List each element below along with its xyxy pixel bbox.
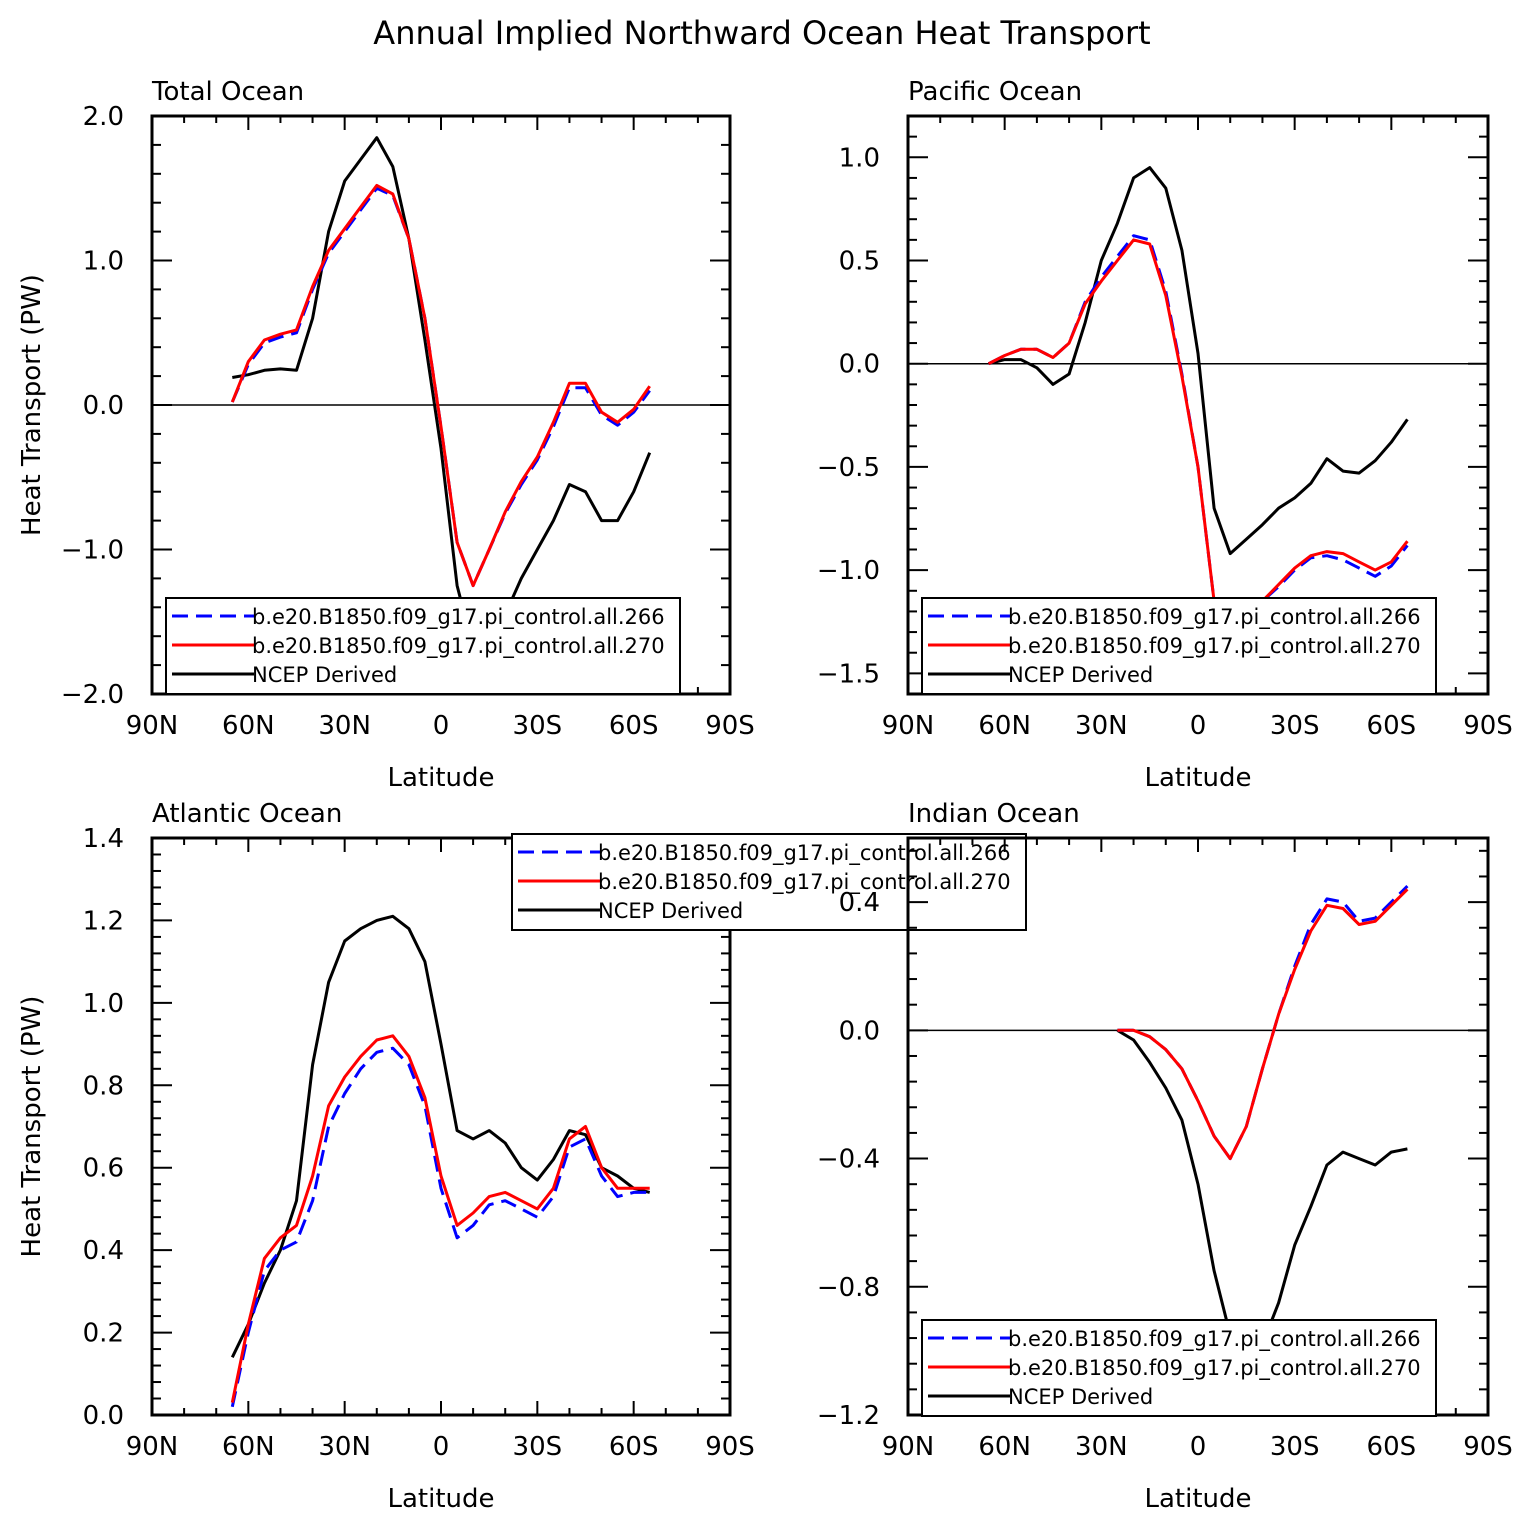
panel-title: Pacific Ocean [908,77,1082,107]
legend-label: NCEP Derived [598,899,743,923]
y-tick-label: 0.0 [83,391,124,421]
x-tick-label: 60N [978,711,1031,741]
y-tick-label: 1.0 [83,247,124,277]
x-tick-label: 0 [1190,1432,1207,1462]
y-tick-label: −1.2 [817,1401,880,1431]
series-line-266 [1117,885,1409,1161]
x-axis-label: Latitude [387,1484,494,1514]
legend-label: NCEP Derived [1008,663,1153,687]
legend: b.e20.B1850.f09_g17.pi_control.all.266 b.… [921,597,1437,695]
x-tick-label: 60S [1367,711,1417,741]
y-tick-label: 0.2 [83,1319,124,1349]
legend-label: b.e20.B1850.f09_g17.pi_control.all.266 [1008,1327,1421,1352]
panel-title: Total Ocean [151,77,304,107]
panel-atlantic-ocean: Atlantic Ocean 90N 60N 30N 0 30S 60S 90S 0.0 0.2 0… [17,799,1027,1514]
panel-indian-ocean: Indian Ocean 90N 60N 30N 0 30S 60S 90S −1.2 −0.8 −… [817,799,1513,1514]
x-tick-label: 60S [609,1432,659,1462]
y-tick-label: −2.0 [61,680,124,710]
x-tick-label: 60S [1367,1432,1417,1462]
series-line-ncep [1116,1029,1408,1369]
y-tick-label: 0.8 [83,1071,124,1101]
x-tick-label: 90S [705,711,755,741]
legend: b.e20.B1850.f09_g17.pi_control.all.266 b.… [165,597,681,695]
x-tick-label: 90S [1463,711,1513,741]
x-tick-label: 30S [1270,711,1320,741]
series-line-266 [230,1046,650,1408]
legend-label: NCEP Derived [1008,1385,1153,1409]
y-tick-label: 0.6 [83,1154,124,1184]
series-line-270 [230,1034,650,1403]
series-line-266 [987,234,1409,640]
y-tick-label: 0.4 [83,1236,124,1266]
legend: b.e20.B1850.f09_g17.pi_control.all.266 b.… [511,833,1027,931]
x-tick-label: 90N [882,711,935,741]
series-line-270 [987,238,1409,640]
legend-label: NCEP Derived [252,663,397,687]
y-tick-label: 1.0 [839,143,880,173]
panel-total-ocean: Total Ocean 90N 60N 30N 0 30S 60S 90S −2.0 −1.0 0.… [17,77,755,793]
panel-pacific-ocean: Pacific Ocean 90N 60N 30N 0 30S 60S 90S −1.5 −1.0… [817,77,1513,793]
legend: b.e20.B1850.f09_g17.pi_control.all.266 b.… [921,1319,1437,1417]
legend-label: b.e20.B1850.f09_g17.pi_control.all.266 [252,605,665,630]
y-tick-label: −0.5 [817,453,880,483]
x-tick-label: 90S [1463,1432,1513,1462]
y-tick-label: 1.4 [83,824,124,854]
y-tick-label: 2.0 [83,102,124,132]
x-tick-label: 30S [513,1432,563,1462]
x-tick-label: 0 [433,1432,450,1462]
x-tick-label: 90N [126,1432,179,1462]
y-axis-label: Heat Transport (PW) [17,274,47,536]
series-line-270 [230,183,651,588]
x-tick-label: 30N [1075,711,1128,741]
y-tick-label: 0.0 [839,350,880,380]
x-tick-label: 30N [1075,1432,1128,1462]
figure-title: Annual Implied Northward Ocean Heat Tran… [373,14,1150,52]
x-axis-label: Latitude [387,763,494,793]
x-tick-label: 60N [978,1432,1031,1462]
y-axis-label: Heat Transport (PW) [17,996,47,1258]
legend-label: b.e20.B1850.f09_g17.pi_control.all.266 [1008,605,1421,630]
x-tick-label: 30S [513,711,563,741]
series-line-ncep [232,136,652,650]
x-tick-label: 60S [609,711,659,741]
y-tick-label: −1.5 [817,659,880,689]
series-line-ncep [988,166,1409,556]
series-line-ncep [230,914,651,1358]
y-tick-label: 1.0 [83,989,124,1019]
x-tick-label: 30S [1270,1432,1320,1462]
x-tick-label: 0 [433,711,450,741]
y-tick-label: 0.5 [839,247,880,277]
series-line-270 [1117,888,1409,1161]
y-tick-label: 0.4 [839,888,880,918]
legend-label: b.e20.B1850.f09_g17.pi_control.all.270 [1008,1356,1421,1381]
y-tick-label: 1.2 [83,906,124,936]
x-tick-label: 30N [318,1432,371,1462]
y-tick-label: −0.4 [817,1145,880,1175]
panel-title: Indian Ocean [908,799,1080,829]
y-tick-label: 0.0 [83,1401,124,1431]
x-tick-label: 60N [222,711,275,741]
y-tick-label: −0.8 [817,1273,880,1303]
legend-label: b.e20.B1850.f09_g17.pi_control.all.270 [252,634,665,659]
x-axis-label: Latitude [1144,763,1251,793]
panel-title: Atlantic Ocean [152,799,342,829]
x-tick-label: 30N [318,711,371,741]
x-axis-label: Latitude [1144,1484,1251,1514]
y-tick-label: −1.0 [61,536,124,566]
legend-label: b.e20.B1850.f09_g17.pi_control.all.270 [598,870,1011,895]
x-tick-label: 90N [126,711,179,741]
x-tick-label: 0 [1190,711,1207,741]
x-tick-label: 60N [222,1432,275,1462]
x-tick-label: 90N [882,1432,935,1462]
legend-label: b.e20.B1850.f09_g17.pi_control.all.266 [598,841,1011,866]
legend-label: b.e20.B1850.f09_g17.pi_control.all.270 [1008,634,1421,659]
x-tick-label: 90S [705,1432,755,1462]
series-line-266 [230,186,651,588]
y-tick-label: −1.0 [817,556,880,586]
y-tick-label: 0.0 [839,1016,880,1046]
